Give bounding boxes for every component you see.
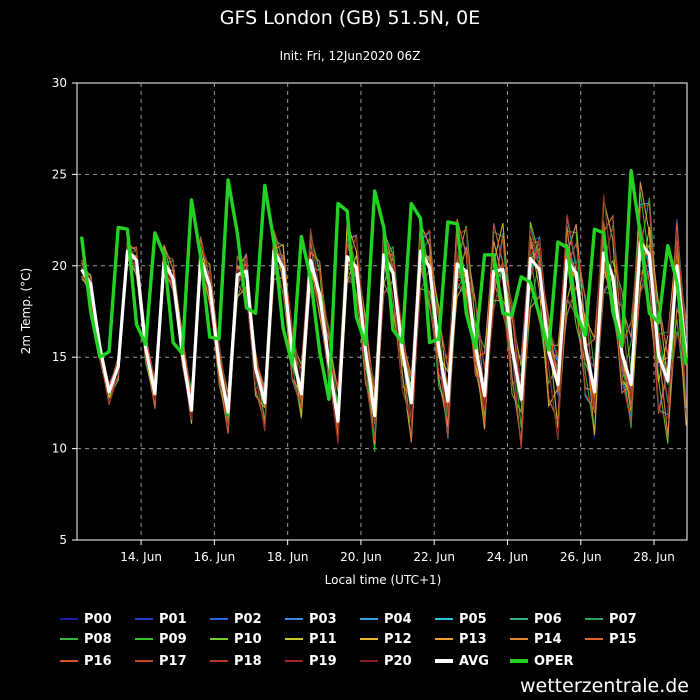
legend-label-p05: P05 [459, 612, 487, 627]
x-axis: 14. Jun 16. Jun 18. Jun 20. Jun 22. Jun 24. J… [120, 540, 675, 564]
legend-label-p03: P03 [309, 612, 337, 627]
x-axis-label: Local time (UTC+1) [325, 573, 442, 587]
legend-label-p04: P04 [384, 612, 412, 627]
y-tick-label: 15 [52, 350, 67, 364]
legend-label-p15: P15 [609, 632, 637, 647]
legend-label-p11: P11 [309, 632, 337, 647]
legend-label-p17: P17 [159, 654, 187, 669]
legend-label-p01: P01 [159, 612, 187, 627]
legend-label-p08: P08 [84, 632, 112, 647]
legend-label-p06: P06 [534, 612, 562, 627]
y-tick-label: 25 [52, 167, 67, 181]
legend-label-p16: P16 [84, 654, 112, 669]
y-axis: 5 10 15 20 25 30 [52, 76, 77, 547]
y-tick-label: 10 [52, 442, 67, 456]
legend-label-p07: P07 [609, 612, 637, 627]
legend: P00 P01 P02 P03 P04 P05 P06 P07 P08 P09 P10 P11 P12 P… [60, 612, 637, 669]
x-tick-label: 14. Jun [120, 550, 162, 564]
chart-title: GFS London (GB) 51.5N, 0E [220, 7, 480, 29]
y-tick-label: 5 [59, 533, 67, 547]
y-tick-label: 20 [52, 259, 67, 273]
x-tick-label: 20. Jun [340, 550, 382, 564]
legend-label-p02: P02 [234, 612, 262, 627]
credit-text: wetterzentrale.de [520, 675, 689, 697]
main-lines [79, 168, 688, 423]
series-line-oper [79, 168, 688, 401]
legend-label-p18: P18 [234, 654, 262, 669]
legend-label-oper: OPER [534, 654, 573, 669]
legend-label-p10: P10 [234, 632, 262, 647]
x-tick-label: 24. Jun [487, 550, 529, 564]
legend-label-p14: P14 [534, 632, 562, 647]
legend-label-avg: AVG [459, 654, 489, 669]
legend-label-p13: P13 [459, 632, 487, 647]
legend-label-p20: P20 [384, 654, 412, 669]
legend-label-p12: P12 [384, 632, 412, 647]
x-tick-label: 22. Jun [413, 550, 455, 564]
y-axis-label: 2m Temp. (°C) [19, 268, 33, 355]
x-tick-label: 18. Jun [267, 550, 309, 564]
chart-subtitle: Init: Fri, 12Jun2020 06Z [280, 49, 421, 63]
y-tick-label: 30 [52, 76, 67, 90]
legend-label-p19: P19 [309, 654, 337, 669]
x-tick-label: 16. Jun [194, 550, 236, 564]
legend-label-p00: P00 [84, 612, 112, 627]
x-tick-label: 28. Jun [633, 550, 675, 564]
x-tick-label: 26. Jun [560, 550, 602, 564]
legend-label-p09: P09 [159, 632, 187, 647]
